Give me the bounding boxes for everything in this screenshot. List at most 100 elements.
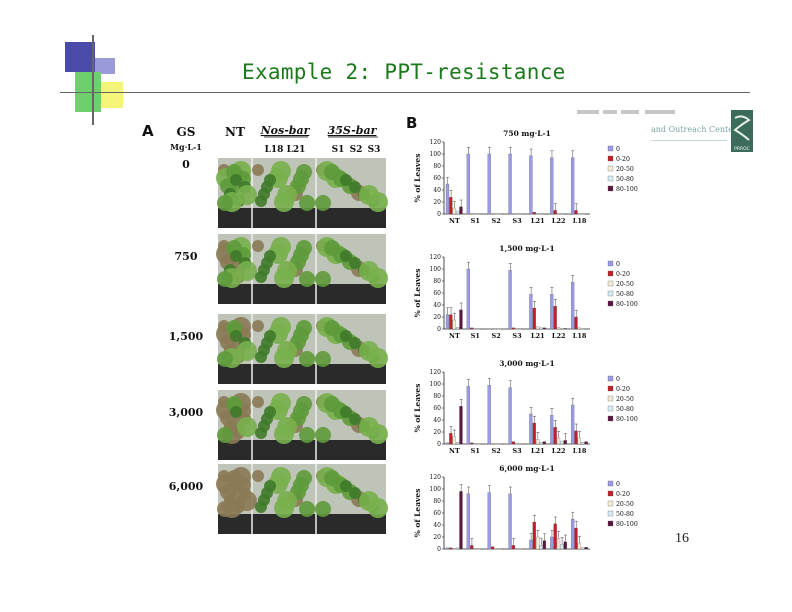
foliage xyxy=(349,413,361,425)
x-tick-label: S3 xyxy=(512,217,522,225)
bar xyxy=(563,440,567,445)
bar xyxy=(532,422,536,445)
bar xyxy=(452,319,456,330)
legend-swatch xyxy=(607,490,614,497)
bar xyxy=(511,441,516,445)
bar-chart: 6,000 mg·L-1% of Leaves020406080100120NT… xyxy=(413,464,638,552)
legend-label: 0-20 xyxy=(616,491,630,498)
bar xyxy=(560,328,564,330)
chart-title: 6,000 mg·L-1 xyxy=(499,464,555,473)
slide-title: Example 2: PPT-resistance xyxy=(242,60,566,84)
foliage xyxy=(359,185,379,205)
bar xyxy=(581,547,585,550)
bar xyxy=(487,492,491,550)
nos-bar-header: Nos-bar xyxy=(260,124,311,137)
legend-label: 0-20 xyxy=(616,156,630,163)
bar xyxy=(452,436,456,445)
y-tick-label: 20 xyxy=(433,314,441,321)
bar xyxy=(459,491,463,550)
bar xyxy=(556,327,561,330)
bar xyxy=(574,210,578,215)
foliage xyxy=(237,417,257,437)
bar xyxy=(571,282,575,330)
legend: 0 0-20 20-50 50-80 80-100 xyxy=(607,375,638,423)
foliage xyxy=(324,470,340,486)
line-label-s3: S3 xyxy=(368,145,381,155)
bar xyxy=(466,153,470,215)
foliage xyxy=(296,164,312,180)
y-axis-label: % of Leaves xyxy=(413,384,422,433)
bar xyxy=(487,385,491,445)
x-tick-label: NT xyxy=(449,217,460,225)
y-tick-label: 120 xyxy=(430,474,442,481)
foliage xyxy=(340,250,352,262)
foliage xyxy=(230,174,242,186)
legend-swatch xyxy=(607,145,614,152)
y-tick-label: 40 xyxy=(433,302,441,309)
legend-swatch xyxy=(607,185,614,192)
legend: 0 0-20 20-50 50-80 80-100 xyxy=(607,145,638,193)
line-label-s2: S2 xyxy=(350,145,363,155)
legend-swatch xyxy=(607,405,614,412)
nt-header: NT xyxy=(225,125,245,139)
y-tick-label: 120 xyxy=(430,369,442,376)
legend-label: 20-50 xyxy=(616,281,634,288)
foliage xyxy=(271,393,291,413)
bar xyxy=(542,540,547,550)
foliage xyxy=(296,470,312,486)
tray xyxy=(218,364,386,384)
y-tick-label: 0 xyxy=(437,441,441,448)
bar xyxy=(459,406,463,445)
bar xyxy=(466,268,470,330)
legend-label: 0 xyxy=(616,146,620,153)
x-tick-label: L18 xyxy=(573,332,587,340)
tray xyxy=(218,514,386,534)
gs-unit: Mg·L-1 xyxy=(170,142,202,152)
foliage xyxy=(340,480,352,492)
foliage xyxy=(264,480,276,492)
foliage xyxy=(296,396,312,412)
foliage xyxy=(324,396,340,412)
bar xyxy=(577,327,581,330)
bar xyxy=(577,437,581,445)
foliage xyxy=(296,240,312,256)
x-tick-label: S1 xyxy=(471,217,480,225)
foliage xyxy=(359,491,379,511)
dose-label: 0 xyxy=(182,158,190,171)
bar xyxy=(455,442,460,445)
bar xyxy=(455,547,460,550)
y-tick-label: 100 xyxy=(430,486,442,493)
foliage xyxy=(277,261,297,281)
bar xyxy=(556,437,561,445)
x-tick-label: S1 xyxy=(471,447,480,455)
foliage xyxy=(252,164,264,176)
foliage xyxy=(217,195,233,211)
legend-swatch xyxy=(607,300,614,307)
legend-label: 20-50 xyxy=(616,396,634,403)
bar xyxy=(539,442,543,445)
bar xyxy=(529,413,533,445)
y-tick-label: 80 xyxy=(433,498,441,505)
decor-square-yellow xyxy=(101,82,123,108)
bar xyxy=(550,294,554,330)
decor-horizontal-line xyxy=(60,92,750,93)
x-tick-label: NT xyxy=(449,447,460,455)
foliage xyxy=(299,195,315,211)
bar xyxy=(553,210,557,215)
foliage xyxy=(277,491,297,511)
plant-photo-row xyxy=(216,314,388,384)
foliage xyxy=(230,406,242,418)
chart-title: 3,000 mg·L-1 xyxy=(499,359,555,368)
legend-swatch xyxy=(607,500,614,507)
panel-a-label: A xyxy=(142,122,154,140)
bar xyxy=(550,157,554,215)
bar xyxy=(508,153,512,215)
dose-label: 6,000 xyxy=(169,480,204,493)
legend-swatch xyxy=(607,270,614,277)
foliage xyxy=(237,491,257,511)
bar xyxy=(542,441,547,445)
foliage xyxy=(217,501,233,517)
x-tick-label: L18 xyxy=(573,217,587,225)
panel-a: A GS Mg·L-1 NT Nos-bar 35S-bar L18 L21 S1 S… xyxy=(142,122,388,534)
